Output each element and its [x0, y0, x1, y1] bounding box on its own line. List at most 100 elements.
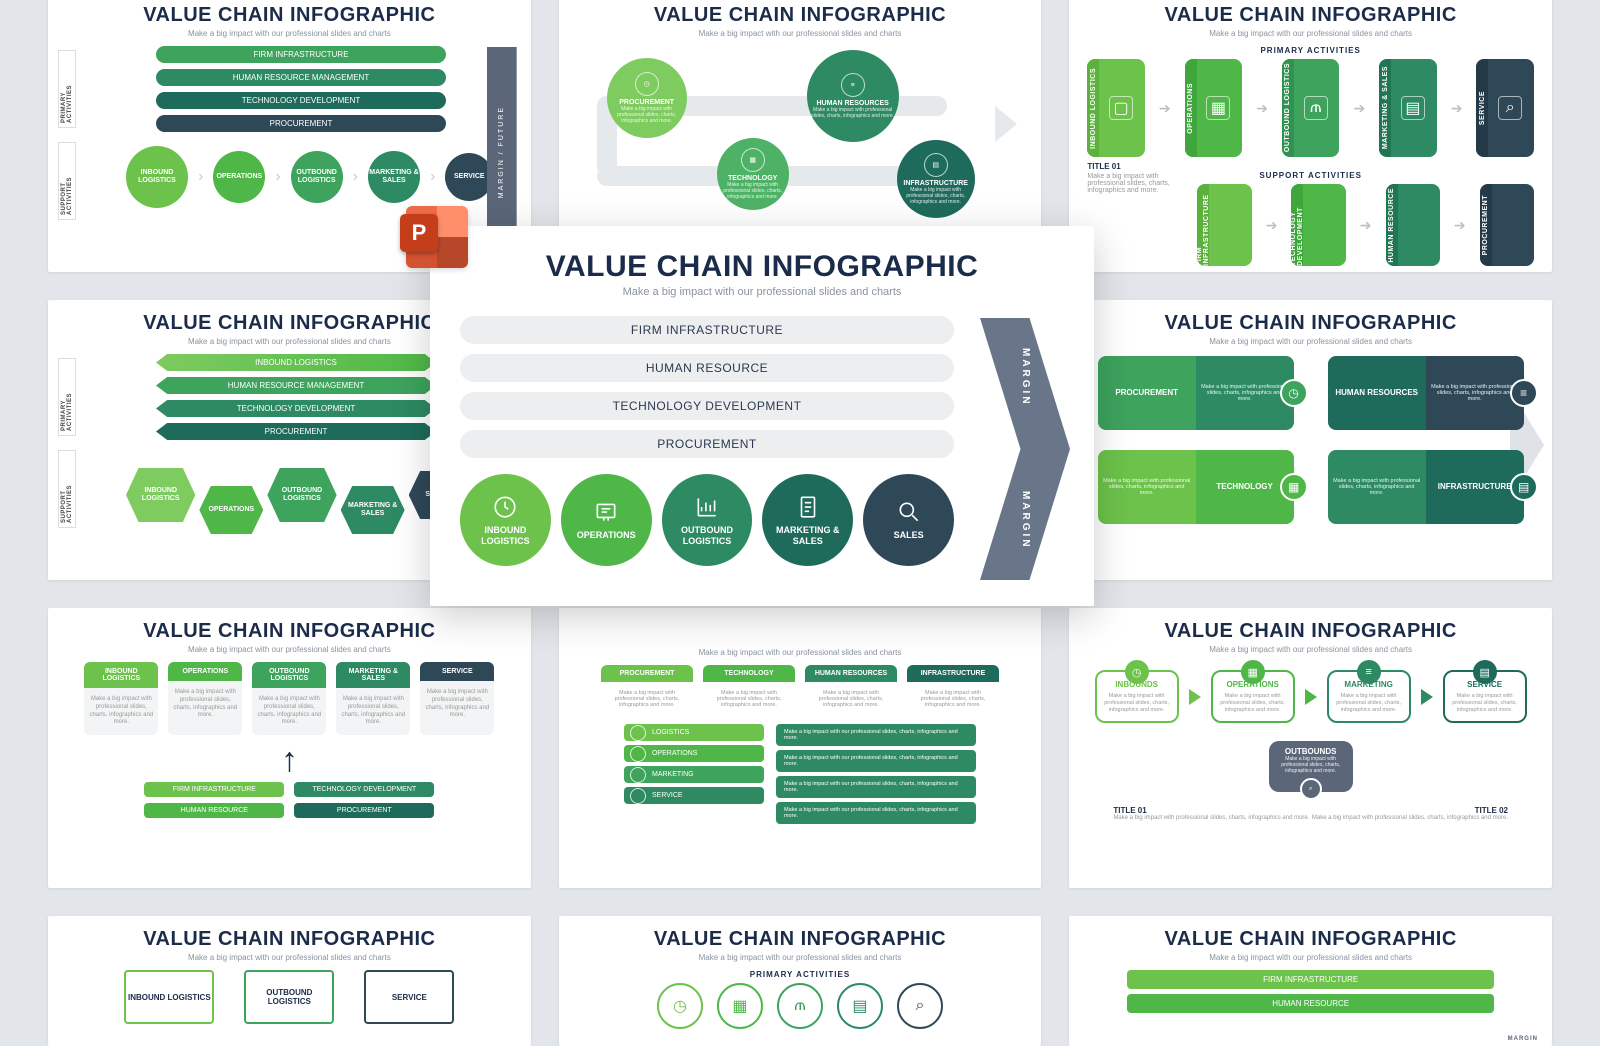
primary-activities-label: PRIMARY ACTIVITIES: [58, 50, 76, 128]
arrow-icon: ➔: [1451, 100, 1463, 117]
arrow-icon: [1421, 689, 1433, 705]
list-item: Make a big impact with our professional …: [776, 802, 976, 824]
hex: OUTBOUND LOGISTICS: [267, 468, 336, 522]
featured-title: VALUE CHAIN INFOGRAPHIC: [460, 250, 1064, 284]
arrow-icon: ➔: [1353, 100, 1365, 117]
pill: PROCUREMENT: [294, 803, 434, 818]
flow-row: ◷ INBOUNDSMake a big impact with profess…: [1087, 670, 1534, 723]
slide-title: VALUE CHAIN INFOGRAPHIC: [1087, 312, 1534, 335]
card-service: SERVICE⌕: [1476, 59, 1534, 157]
outbound-node-wrap: OUTBOUNDS Make a big impact with profess…: [1087, 723, 1534, 792]
bars-icon: ≡: [1357, 660, 1381, 684]
list-item: LOGISTICS: [624, 724, 764, 741]
chart-icon: [694, 494, 720, 520]
slide-subtitle: Make a big impact with our professional …: [66, 29, 513, 38]
card-hr: HUMAN RESOURCE: [1386, 184, 1440, 266]
pair-procurement: PROCUREMENT Make a big impact with profe…: [1098, 356, 1294, 430]
slide-subtitle: Make a big impact with our professional …: [577, 648, 1024, 657]
board-icon: [593, 499, 619, 525]
list-item: Make a big impact with our professional …: [776, 724, 976, 746]
hex: INBOUND LOGISTICS: [126, 468, 195, 522]
board-icon: ▦: [1241, 660, 1265, 684]
slide-title: VALUE CHAIN INFOGRAPHIC: [1087, 928, 1534, 951]
box: SERVICE: [364, 970, 454, 1024]
clock-icon: ◷: [1125, 660, 1149, 684]
box: INBOUND LOGISTICS: [124, 970, 214, 1024]
slide-6: VALUE CHAIN INFOGRAPHIC Make a big impac…: [1069, 300, 1552, 580]
featured-slide: VALUE CHAIN INFOGRAPHIC Make a big impac…: [430, 226, 1094, 606]
slide-title: VALUE CHAIN INFOGRAPHIC: [577, 4, 1024, 27]
arrow-icon: [1189, 689, 1201, 705]
boxes: INBOUND LOGISTICS OUTBOUND LOGISTICS SER…: [66, 970, 513, 1024]
card-proc: PROCUREMENT: [1480, 184, 1534, 266]
featured-support-bars: FIRM INFRASTRUCTURE HUMAN RESOURCE TECHN…: [460, 316, 954, 458]
slide-9: VALUE CHAIN INFOGRAPHIC Make a big impac…: [1069, 608, 1552, 888]
circle-row: ◷ ▦ ⫙ ▤ ⌕: [577, 983, 1024, 1029]
slide-title: VALUE CHAIN INFOGRAPHIC: [66, 928, 513, 951]
circle-icon: ⌕: [897, 983, 943, 1029]
box: OUTBOUND LOGISTICS: [244, 970, 334, 1024]
primary-activities-label: PRIMARY ACTIVITIES: [58, 358, 76, 436]
list-item: OPERATIONS: [624, 745, 764, 762]
pill: HUMAN RESOURCE: [144, 803, 284, 818]
clock-icon: ◷: [1280, 379, 1308, 407]
slide-title: VALUE CHAIN INFOGRAPHIC: [1087, 620, 1534, 643]
margin-arrow: MARGIN MARGIN: [980, 318, 1070, 580]
support-bar: TECHNOLOGY DEVELOPMENT: [156, 92, 446, 109]
slide-subtitle: Make a big impact with our professional …: [66, 953, 513, 962]
primary-circle: SERVICE: [445, 153, 493, 201]
arrow-icon: ➔: [1360, 217, 1372, 234]
pair-technology: Make a big impact with professional slid…: [1098, 450, 1294, 524]
slide-7: VALUE CHAIN INFOGRAPHIC Make a big impac…: [48, 608, 531, 888]
circle-inbound: INBOUND LOGISTICS: [460, 474, 551, 566]
chevron-icon: ›: [198, 168, 203, 186]
node-inbound: ◷ INBOUNDSMake a big impact with profess…: [1095, 670, 1179, 723]
circle-operations: OPERATIONS: [561, 474, 652, 566]
col: MARKETING & SALESMake a big impact with …: [336, 662, 410, 735]
card-tech: TECHNOLOGY DEVELOPMENT: [1291, 184, 1345, 266]
primary-heading: PRIMARY ACTIVITIES: [577, 970, 1024, 979]
title-01: TITLE 01Make a big impact with professio…: [1087, 162, 1187, 194]
chevron-icon: ›: [430, 168, 435, 186]
card-firm: FIRM INFRASTRUCTURE: [1197, 184, 1251, 266]
title-pair: TITLE 01Make a big impact with professio…: [1113, 806, 1508, 821]
bars-icon: ≡: [841, 73, 865, 97]
hex: OPERATIONS: [199, 486, 263, 534]
board-icon: ▦: [1280, 473, 1308, 501]
arrow-icon: ➔: [1256, 100, 1268, 117]
doc-icon: ▤: [1401, 96, 1425, 120]
circle-marketing: MARKETING & SALES: [762, 474, 853, 566]
support-bar: HUMAN RESOURCE MANAGEMENT: [156, 69, 446, 86]
arrow-head-icon: [995, 106, 1017, 142]
clock-icon: ◷: [635, 72, 659, 96]
slide-subtitle: Make a big impact with our professional …: [1087, 645, 1534, 654]
card-inbound: INBOUND LOGISTICS▢: [1087, 59, 1145, 157]
list-item: Make a big impact with our professional …: [776, 776, 976, 798]
circle-outbound: OUTBOUND LOGISTICS: [662, 474, 753, 566]
slide-8: Make a big impact with our professional …: [559, 608, 1042, 888]
bar: FIRM INFRASTRUCTURE: [1127, 970, 1494, 989]
card-operations: OPERATIONS▦: [1185, 59, 1243, 157]
search-icon: ⌕: [1300, 778, 1322, 800]
slide-title: VALUE CHAIN INFOGRAPHIC: [66, 620, 513, 643]
bar: HUMAN RESOURCE: [1127, 994, 1494, 1013]
clock-icon: [492, 494, 518, 520]
margin-text: MARGIN: [1020, 491, 1031, 550]
featured-subtitle: Make a big impact with our professional …: [460, 286, 1064, 298]
up-arrow-icon: ↑: [66, 741, 513, 780]
bars-icon: ≡: [1510, 379, 1538, 407]
hexbar: PROCUREMENT: [156, 423, 436, 440]
support-bar: PROCUREMENT: [156, 115, 446, 132]
chart-icon: ⫙: [1304, 96, 1328, 120]
slide-11: VALUE CHAIN INFOGRAPHIC Make a big impac…: [559, 916, 1042, 1046]
col: OPERATIONSMake a big impact with profess…: [168, 662, 242, 735]
title-02: TITLE 02Make a big impact with professio…: [1312, 806, 1508, 821]
right-list: Make a big impact with our professional …: [776, 724, 976, 824]
support-bars: FIRM INFRASTRUCTURE HUMAN RESOURCE MANAG…: [156, 46, 513, 132]
slide-subtitle: Make a big impact with our professional …: [577, 953, 1024, 962]
bubble-hr: ≡ HUMAN RESOURCES Make a big impact with…: [807, 50, 899, 142]
card-marketing: MARKETING & SALES▤: [1379, 59, 1437, 157]
slide-title: VALUE CHAIN INFOGRAPHIC: [1087, 4, 1534, 27]
bars: FIRM INFRASTRUCTURE HUMAN RESOURCE: [1127, 970, 1494, 1013]
slide-12: VALUE CHAIN INFOGRAPHIC Make a big impac…: [1069, 916, 1552, 1046]
